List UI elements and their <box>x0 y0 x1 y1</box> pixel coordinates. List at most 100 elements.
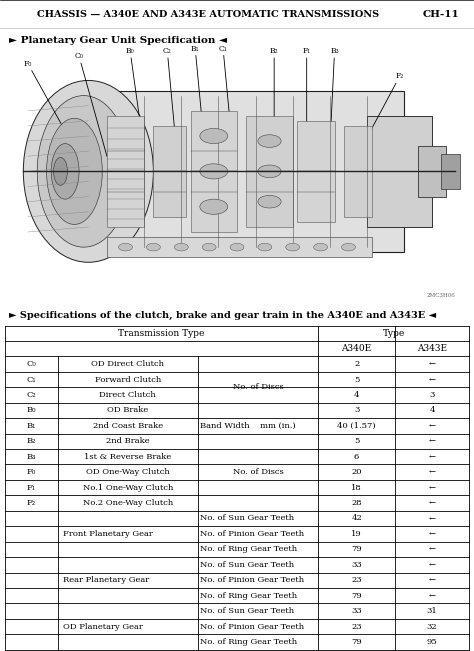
Text: No. of Pinion Gear Teeth: No. of Pinion Gear Teeth <box>200 530 304 538</box>
Ellipse shape <box>118 243 132 251</box>
Text: 79: 79 <box>351 546 362 553</box>
Ellipse shape <box>200 128 228 144</box>
Text: F₀: F₀ <box>27 468 36 476</box>
Text: ←: ← <box>428 484 436 492</box>
Text: 1st & Reverse Brake: 1st & Reverse Brake <box>84 452 172 461</box>
Bar <box>154 126 186 217</box>
Ellipse shape <box>174 243 188 251</box>
Text: 2MC3H06: 2MC3H06 <box>427 293 456 298</box>
Text: 5: 5 <box>354 376 359 383</box>
Text: 3: 3 <box>429 391 435 399</box>
Text: 23: 23 <box>351 576 362 584</box>
Text: F₁: F₁ <box>27 484 36 492</box>
Text: 31: 31 <box>427 607 438 615</box>
Text: ←: ← <box>428 514 436 523</box>
Text: Type: Type <box>383 329 405 338</box>
Text: B₁: B₁ <box>27 422 36 430</box>
Ellipse shape <box>202 243 216 251</box>
Text: ► Planetary Gear Unit Specification ◄: ► Planetary Gear Unit Specification ◄ <box>9 36 228 44</box>
Ellipse shape <box>200 164 228 179</box>
Ellipse shape <box>46 118 102 225</box>
Text: Transmission Type: Transmission Type <box>118 329 205 338</box>
Text: F₀: F₀ <box>24 60 79 156</box>
Text: No.2 One-Way Clutch: No.2 One-Way Clutch <box>82 499 173 507</box>
Text: C₀: C₀ <box>74 52 107 156</box>
Text: CH-11: CH-11 <box>423 10 460 19</box>
Ellipse shape <box>200 199 228 214</box>
Text: 4: 4 <box>354 391 359 399</box>
Ellipse shape <box>341 243 356 251</box>
Text: 2nd Brake: 2nd Brake <box>106 437 150 445</box>
Ellipse shape <box>258 135 281 147</box>
Text: 6: 6 <box>354 452 359 461</box>
Ellipse shape <box>51 144 79 199</box>
Text: Forward Clutch: Forward Clutch <box>95 376 161 383</box>
Text: No. of Ring Gear Teeth: No. of Ring Gear Teeth <box>200 546 297 553</box>
Text: 4: 4 <box>429 406 435 415</box>
Bar <box>88 90 404 252</box>
Text: No. of Sun Gear Teeth: No. of Sun Gear Teeth <box>200 607 294 615</box>
Text: 20: 20 <box>351 468 362 476</box>
Text: No. of Pinion Gear Teeth: No. of Pinion Gear Teeth <box>200 622 304 631</box>
Text: 79: 79 <box>351 592 362 600</box>
Text: C₁: C₁ <box>219 45 232 146</box>
Text: 3: 3 <box>354 406 359 415</box>
Text: 95: 95 <box>427 638 438 646</box>
Text: ←: ← <box>428 576 436 584</box>
Text: ←: ← <box>428 376 436 383</box>
Text: ←: ← <box>428 592 436 600</box>
Text: ←: ← <box>428 546 436 553</box>
Text: No. of Ring Gear Teeth: No. of Ring Gear Teeth <box>200 638 297 646</box>
Text: 32: 32 <box>427 622 438 631</box>
Text: C₁: C₁ <box>27 376 36 383</box>
Bar <box>367 116 432 227</box>
Text: 2: 2 <box>354 360 359 368</box>
Ellipse shape <box>258 243 272 251</box>
Text: B₃: B₃ <box>27 452 36 461</box>
Bar <box>344 126 372 217</box>
Ellipse shape <box>37 96 130 247</box>
Text: No. of Ring Gear Teeth: No. of Ring Gear Teeth <box>200 592 297 600</box>
Ellipse shape <box>23 81 154 262</box>
Text: No. of Discs: No. of Discs <box>233 468 283 476</box>
Text: ► Specifications of the clutch, brake and gear train in the A340E and A343E ◄: ► Specifications of the clutch, brake an… <box>9 311 437 320</box>
Text: F₂: F₂ <box>363 72 404 146</box>
Text: No. of Sun Gear Teeth: No. of Sun Gear Teeth <box>200 561 294 569</box>
Text: Rear Planetary Gear: Rear Planetary Gear <box>63 576 149 584</box>
Ellipse shape <box>286 243 300 251</box>
Text: OD Brake: OD Brake <box>107 406 148 415</box>
Ellipse shape <box>258 165 281 178</box>
Bar <box>297 121 335 222</box>
Text: 79: 79 <box>351 638 362 646</box>
Text: C₂: C₂ <box>27 391 36 399</box>
Text: 5: 5 <box>354 437 359 445</box>
Text: B₁: B₁ <box>191 45 204 146</box>
Bar <box>107 237 372 257</box>
Text: ←: ← <box>428 422 436 430</box>
Text: Direct Clutch: Direct Clutch <box>100 391 156 399</box>
Text: F₁: F₁ <box>302 47 311 146</box>
Ellipse shape <box>146 243 160 251</box>
Text: Front Planetary Gear: Front Planetary Gear <box>63 530 153 538</box>
Bar <box>246 116 293 227</box>
Text: C₂: C₂ <box>163 47 177 151</box>
Bar <box>107 116 144 227</box>
Bar <box>418 146 446 197</box>
Text: A343E: A343E <box>417 344 447 353</box>
Ellipse shape <box>314 243 328 251</box>
Text: B₃: B₃ <box>330 47 339 146</box>
Text: ←: ← <box>428 437 436 445</box>
Text: 33: 33 <box>351 607 362 615</box>
Text: 23: 23 <box>351 622 362 631</box>
Bar <box>191 111 237 232</box>
Text: 42: 42 <box>351 514 362 523</box>
Text: 28: 28 <box>351 499 362 507</box>
Text: 2nd Coast Brake: 2nd Coast Brake <box>93 422 163 430</box>
Text: ←: ← <box>428 561 436 569</box>
Text: 33: 33 <box>351 561 362 569</box>
Text: B₂: B₂ <box>270 47 278 146</box>
Text: 19: 19 <box>351 530 362 538</box>
Ellipse shape <box>54 158 67 186</box>
Text: Band Width    mm (in.): Band Width mm (in.) <box>200 422 295 430</box>
Text: ←: ← <box>428 360 436 368</box>
